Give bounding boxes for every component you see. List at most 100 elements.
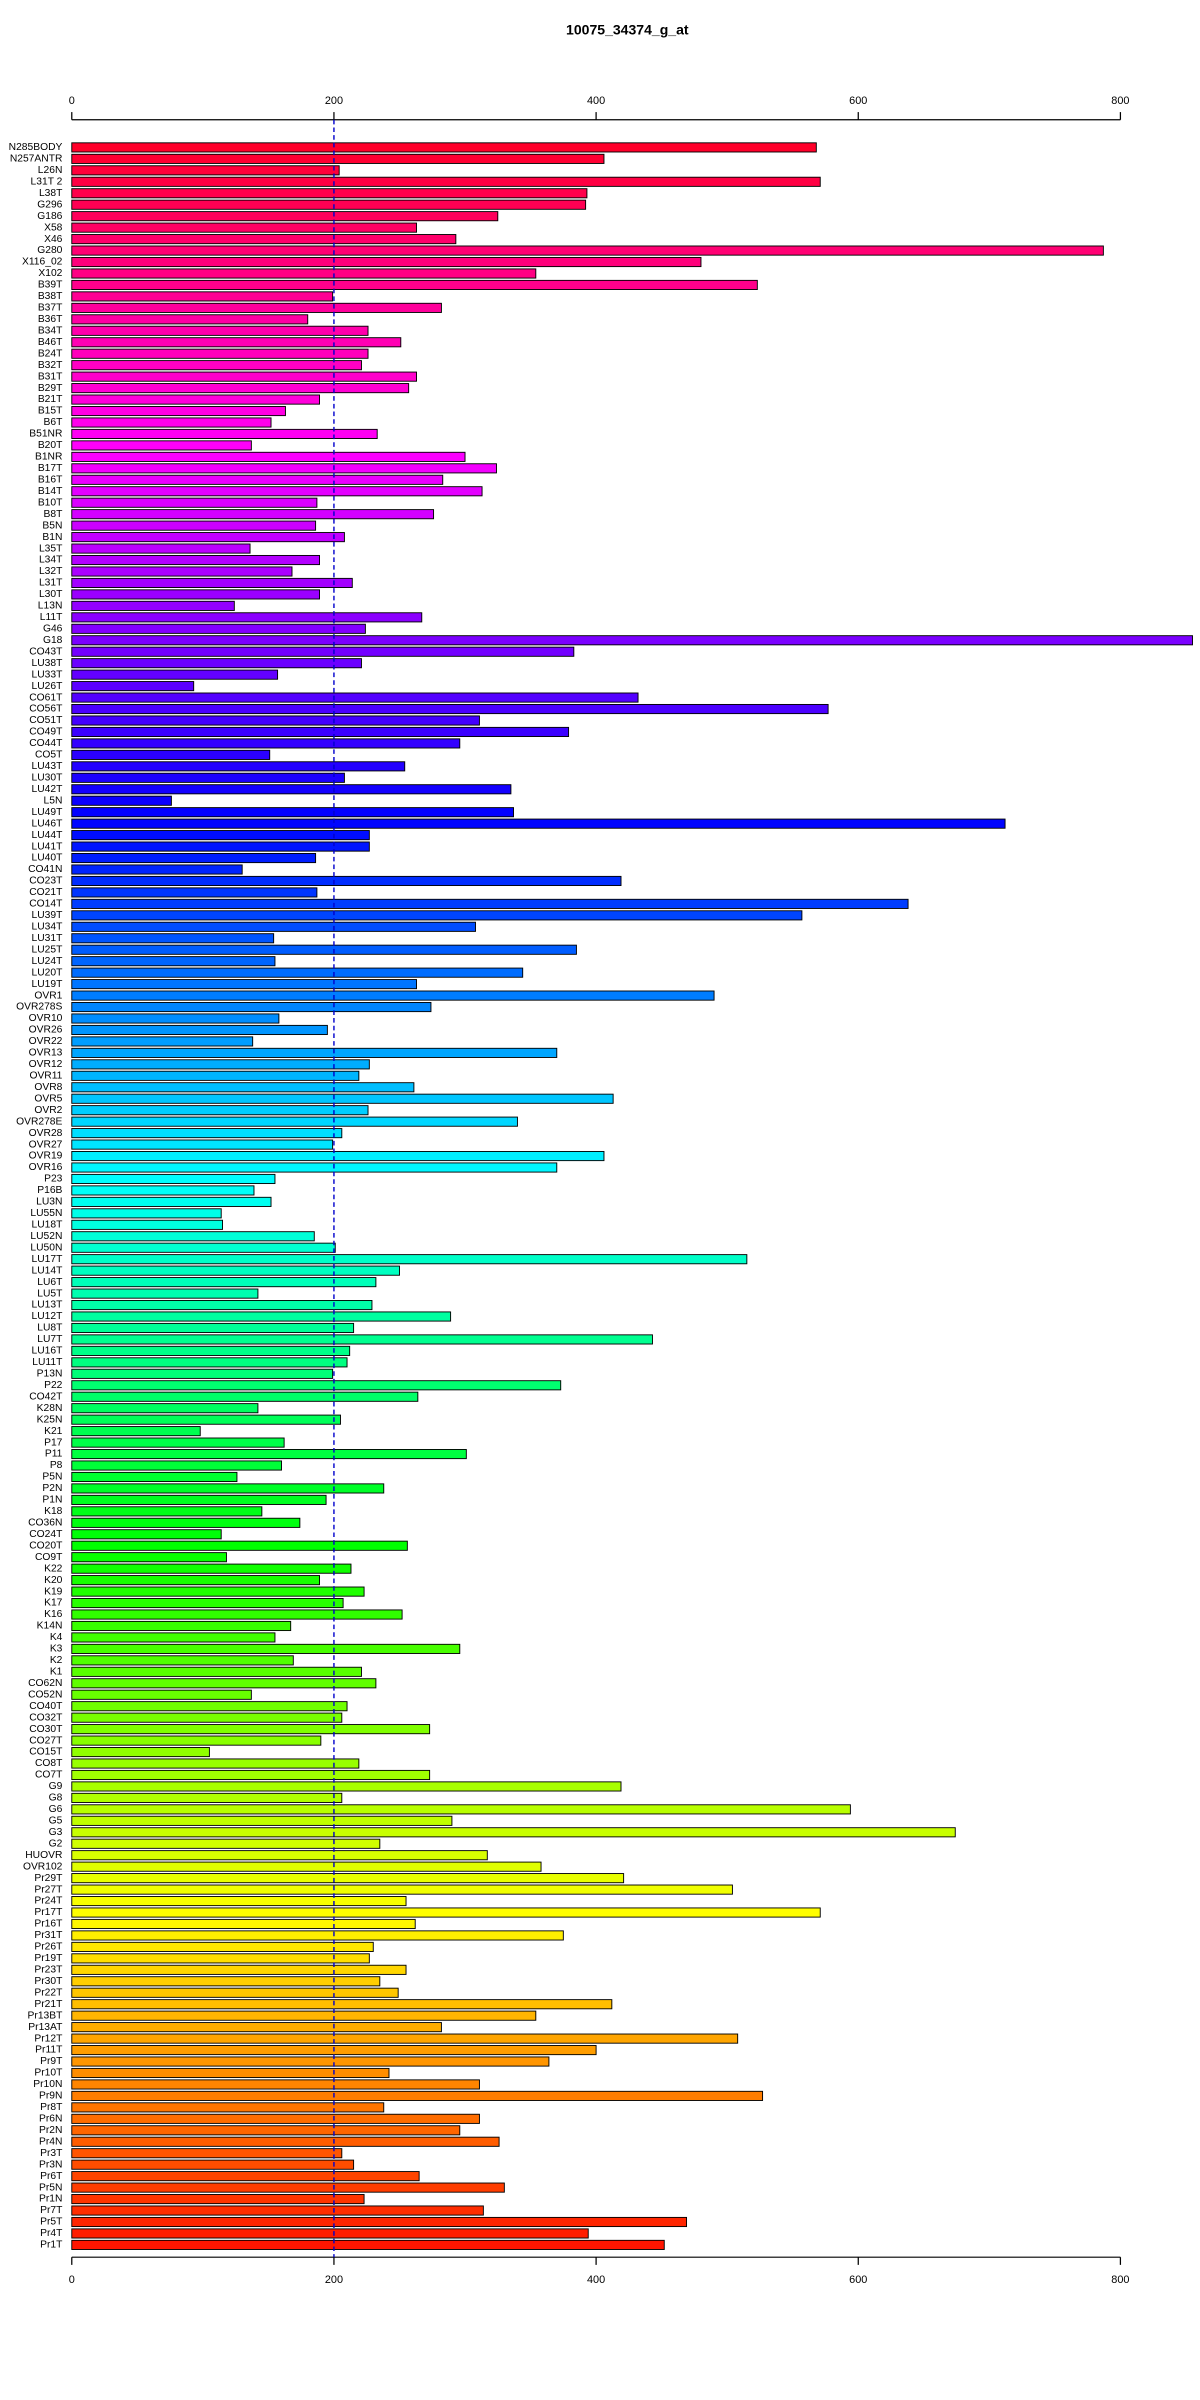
bar [71, 1449, 467, 1460]
category-label: LU50N [30, 1242, 62, 1253]
bar [71, 1747, 210, 1758]
bar [71, 1609, 403, 1620]
bar [71, 279, 758, 290]
x-tick-label: 800 [1111, 95, 1129, 107]
bar [71, 1334, 653, 1345]
category-label: LU26T [32, 681, 63, 692]
bar [71, 852, 317, 864]
bar [71, 1838, 381, 1849]
category-label: P2N [42, 1483, 62, 1494]
bar [71, 1655, 294, 1666]
bar [71, 325, 369, 336]
category-label: Pr31T [34, 1930, 62, 1941]
bar [71, 1162, 558, 1173]
bar [71, 199, 587, 210]
category-label: Pr9N [39, 2091, 62, 2102]
category-label: CO20T [29, 1540, 62, 1551]
category-label: LU30T [32, 773, 63, 784]
bar [71, 1804, 851, 1815]
category-label: B10T [38, 497, 63, 508]
bar [71, 807, 514, 818]
bar [71, 979, 417, 990]
bar [71, 1907, 821, 1918]
category-label: L30T [39, 589, 62, 600]
bar [71, 1552, 227, 1563]
category-label: G186 [37, 211, 62, 222]
bar [71, 944, 577, 955]
category-label: OVR16 [29, 1162, 63, 1173]
bar [71, 1873, 625, 1884]
category-label: LU42T [32, 784, 63, 795]
bar [71, 1300, 373, 1311]
bar [71, 818, 1006, 829]
category-label: CO43T [29, 646, 62, 657]
category-label: P16B [37, 1185, 62, 1196]
category-label: LU49T [32, 807, 63, 818]
category-label: OVR2 [34, 1105, 62, 1116]
bar [71, 176, 821, 187]
x-tick-label: 400 [587, 95, 605, 107]
category-label: K21 [44, 1426, 63, 1437]
category-label: Pr19T [34, 1953, 62, 1964]
category-label: Pr13AT [28, 2022, 62, 2033]
bar [71, 1173, 276, 1185]
category-label: G3 [49, 1827, 63, 1838]
bar [71, 405, 286, 417]
category-label: Pr23T [34, 1965, 62, 1976]
category-label: LU38T [32, 658, 63, 669]
category-label: Pr6T [40, 2171, 62, 2182]
bar [71, 1930, 564, 1941]
category-label: G5 [49, 1816, 63, 1827]
category-label: LU24T [32, 956, 63, 967]
bar [71, 1620, 292, 1632]
category-label: N285BODY [9, 142, 63, 153]
bar [71, 1368, 334, 1379]
bar [71, 887, 318, 898]
bar [71, 153, 605, 164]
bar [71, 1517, 301, 1528]
bar [71, 1896, 407, 1907]
bar [71, 268, 537, 279]
bar [71, 2010, 537, 2021]
bar [71, 543, 251, 554]
bar [71, 1575, 320, 1586]
bar [71, 2239, 665, 2250]
category-label: LU8T [37, 1323, 62, 1334]
category-label: K28N [37, 1403, 63, 1414]
bar [71, 2205, 484, 2216]
category-label: B5N [42, 520, 62, 531]
category-label: P8 [50, 1460, 63, 1471]
category-label: LU33T [32, 669, 63, 680]
category-label: P5N [42, 1472, 62, 1483]
bar [71, 2067, 390, 2079]
category-label: LU41T [32, 841, 63, 852]
category-label: B29T [38, 383, 63, 394]
category-label: LU20T [32, 967, 63, 978]
category-label: B34T [38, 326, 63, 337]
category-label: Pr5T [40, 2217, 62, 2228]
category-label: LU16T [32, 1346, 63, 1357]
bar [71, 967, 524, 978]
category-label: LU52N [30, 1231, 62, 1242]
category-label: B36T [38, 314, 63, 325]
bar [71, 2148, 343, 2159]
bar [71, 1999, 613, 2010]
x-tick-label: 0 [69, 95, 75, 107]
category-label: L31T [39, 578, 62, 589]
category-label: LU18T [32, 1220, 63, 1231]
x-tick-label: 400 [587, 2274, 605, 2286]
category-label: CO36N [28, 1518, 62, 1529]
bar [71, 222, 417, 233]
bar [71, 256, 702, 268]
category-label: OVR11 [29, 1071, 62, 1082]
bar [71, 2216, 688, 2228]
category-label: Pr13BT [28, 2010, 63, 2021]
category-label: Pr6N [39, 2114, 62, 2125]
bar [71, 1632, 276, 1643]
category-label: OVR22 [29, 1036, 63, 1047]
category-label: CO9T [35, 1552, 62, 1563]
category-label: P23 [44, 1174, 63, 1185]
bar [71, 188, 588, 199]
x-tick-label: 200 [325, 2274, 343, 2286]
bar [71, 234, 457, 245]
